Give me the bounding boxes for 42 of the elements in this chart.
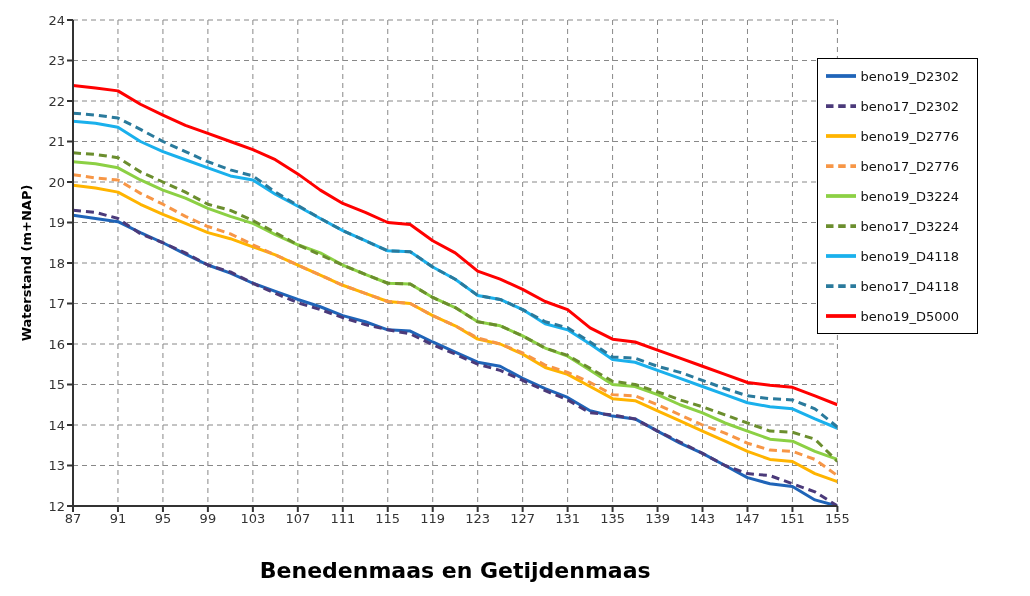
y-axis-title: Waterstand (m+NAP) bbox=[18, 184, 34, 342]
y-tick-label: 22 bbox=[48, 93, 65, 109]
y-tick-label: 16 bbox=[48, 336, 65, 352]
legend-label: beno19_D4118 bbox=[860, 248, 959, 264]
y-tick-label: 15 bbox=[48, 377, 65, 393]
x-axis-title: Benedenmaas en Getijdenmaas bbox=[259, 558, 651, 583]
y-tick-label: 24 bbox=[48, 12, 65, 28]
y-tick-label: 12 bbox=[48, 498, 65, 514]
x-tick-label: 115 bbox=[375, 511, 401, 527]
x-tick-label: 143 bbox=[690, 511, 715, 527]
x-tick-label: 123 bbox=[465, 511, 491, 527]
legend-label: beno19_D5000 bbox=[860, 308, 959, 324]
y-tick-label: 18 bbox=[48, 255, 65, 271]
legend-label: beno19_D2302 bbox=[860, 68, 959, 84]
y-tick-label: 21 bbox=[48, 134, 65, 150]
x-tick-label: 155 bbox=[824, 511, 850, 527]
legend-label: beno17_D4118 bbox=[860, 278, 959, 294]
y-tick-label: 14 bbox=[48, 417, 65, 433]
y-tick-label: 17 bbox=[48, 296, 65, 312]
x-tick-label: 87 bbox=[64, 511, 82, 527]
y-tick-label: 23 bbox=[48, 53, 65, 69]
legend-label: beno17_D2776 bbox=[860, 158, 959, 174]
x-tick-label: 111 bbox=[330, 511, 356, 527]
x-tick-label: 119 bbox=[420, 511, 446, 527]
x-tick-label: 151 bbox=[780, 511, 805, 527]
x-tick-label: 147 bbox=[735, 511, 760, 527]
legend-label: beno17_D2302 bbox=[860, 98, 959, 114]
x-tick-label: 103 bbox=[240, 511, 266, 527]
x-tick-label: 131 bbox=[555, 511, 581, 527]
y-tick-label: 13 bbox=[48, 458, 65, 474]
legend-label: beno19_D2776 bbox=[860, 128, 959, 144]
x-tick-label: 127 bbox=[510, 511, 536, 527]
x-tick-label: 95 bbox=[154, 511, 172, 527]
x-tick-label: 139 bbox=[645, 511, 670, 527]
x-tick-label: 135 bbox=[600, 511, 625, 527]
y-tick-label: 20 bbox=[48, 174, 65, 190]
x-tick-label: 99 bbox=[199, 511, 217, 527]
legend-label: beno17_D3224 bbox=[860, 218, 959, 234]
legend-label: beno19_D3224 bbox=[860, 188, 959, 204]
x-tick-label: 107 bbox=[285, 511, 311, 527]
x-tick-label: 91 bbox=[109, 511, 127, 527]
y-tick-label: 19 bbox=[48, 215, 65, 231]
